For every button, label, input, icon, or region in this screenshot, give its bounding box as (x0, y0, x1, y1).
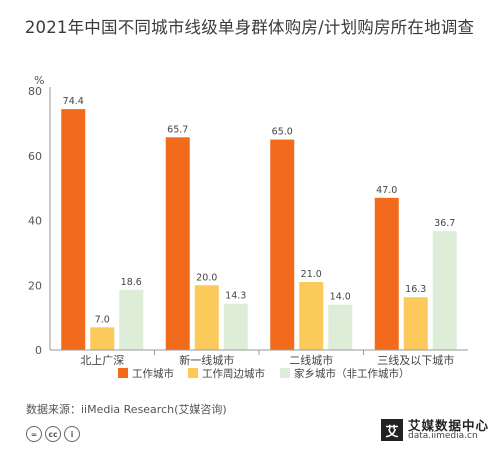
legend-swatch-1 (188, 368, 198, 378)
x-axis: 北上广深 新一线城市 二线城市 三线及以下城市 (50, 349, 468, 367)
license-icons: = cc i (26, 426, 80, 442)
license-attribution-icon: i (64, 426, 80, 442)
license-equal-icon: = (26, 426, 42, 442)
data-label-2-2: 14.0 (330, 292, 351, 303)
data-label-2-0: 65.0 (272, 127, 293, 138)
x-tick-label-0: 北上广深 (80, 354, 124, 367)
legend-label-2: 家乡城市（非工作城市） (294, 367, 410, 380)
logo-url: data.iimedia.cn (407, 431, 478, 442)
y-tick-label-1: 20 (28, 279, 42, 292)
data-label-3-1: 16.3 (405, 284, 426, 295)
bar-3-2 (432, 231, 457, 350)
bar-1-1 (194, 285, 219, 350)
brand-logo: 艾 艾媒数据中心 data.iimedia.cn (380, 418, 489, 442)
data-label-1-0: 65.7 (167, 124, 188, 135)
bar-2-1 (299, 282, 324, 350)
chart-title: 2021年中国不同城市线级单身群体购房/计划购房所在地调查 (24, 18, 475, 37)
bar-3-0 (374, 197, 399, 350)
y-tick-label-2: 40 (28, 215, 42, 228)
x-tick-label-1: 新一线城市 (179, 353, 234, 367)
bar-2-0 (270, 139, 295, 350)
bar-1-2 (223, 303, 248, 350)
data-label-2-1: 21.0 (301, 269, 322, 280)
y-tick-label-4: 80 (28, 85, 42, 98)
bar-1-0 (165, 137, 190, 350)
logo-name: 艾媒数据中心 (407, 418, 489, 433)
x-tick-label-2: 二线城市 (289, 353, 333, 367)
bar-chart: % 0 20 40 60 80 74.4 7.0 18.6 65.7 20.0 14.3 65.0 2… (28, 74, 468, 380)
data-label-0-2: 18.6 (121, 277, 142, 288)
bar-0-1 (90, 327, 115, 350)
legend: 工作城市 工作周边城市 家乡城市（非工作城市） (118, 367, 410, 380)
bar-0-2 (119, 289, 144, 350)
legend-label-0: 工作城市 (132, 367, 174, 380)
data-label-3-2: 36.7 (434, 218, 455, 229)
bar-3-1 (403, 297, 428, 350)
data-label-0-1: 7.0 (95, 314, 110, 325)
legend-swatch-2 (280, 368, 290, 378)
x-tick-label-3: 三线及以下城市 (377, 353, 454, 367)
y-axis: 0 20 40 60 80 (28, 85, 51, 357)
logo-mark-icon: 艾 (380, 419, 403, 442)
y-tick-label-3: 60 (28, 150, 42, 163)
data-label-1-2: 14.3 (225, 291, 246, 302)
bars: 74.4 7.0 18.6 65.7 20.0 14.3 65.0 21.0 14.0 47.0 1… (61, 96, 457, 350)
legend-label-1: 工作周边城市 (202, 367, 265, 380)
data-label-1-1: 20.0 (196, 272, 217, 283)
data-label-3-0: 47.0 (376, 185, 397, 196)
bar-2-2 (328, 304, 353, 350)
data-source: 数据来源：iiMedia Research(艾媒咨询) (26, 403, 227, 416)
license-cc-icon: cc (45, 426, 61, 442)
bar-0-0 (61, 109, 86, 350)
y-tick-label-0: 0 (35, 344, 42, 357)
data-label-0-0: 74.4 (63, 96, 84, 107)
y-axis-label: % (34, 74, 44, 87)
legend-swatch-0 (118, 368, 128, 378)
